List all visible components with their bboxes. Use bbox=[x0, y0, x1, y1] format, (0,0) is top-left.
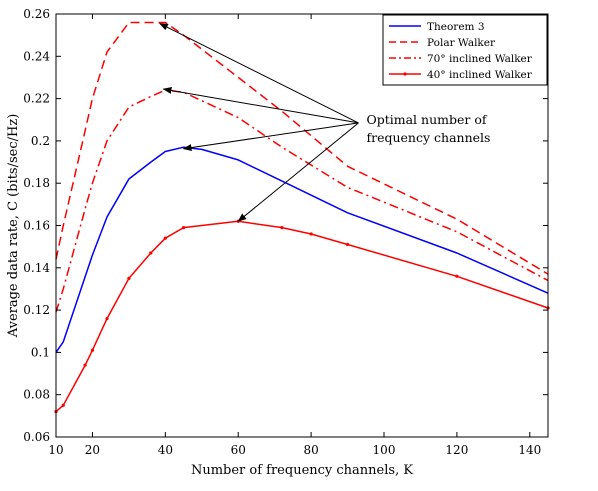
x-tick-label: 10 bbox=[48, 443, 63, 457]
series-line-3 bbox=[55, 220, 549, 413]
annotation-text: Optimal number of bbox=[366, 112, 487, 127]
x-tick-label: 60 bbox=[231, 443, 246, 457]
series-line-1 bbox=[55, 21, 549, 275]
series-point-3 bbox=[149, 251, 153, 255]
y-tick-label: 0.22 bbox=[23, 92, 50, 106]
x-tick-label: 40 bbox=[158, 443, 173, 457]
y-tick-label: 0.06 bbox=[23, 430, 50, 444]
y-tick-label: 0.1 bbox=[31, 345, 50, 359]
y-tick-label: 0.08 bbox=[23, 388, 50, 402]
y-tick-label: 0.26 bbox=[23, 7, 50, 21]
legend-entry-2: 70° inclined Walker bbox=[427, 53, 533, 65]
legend-entry-1: Polar Walker bbox=[427, 37, 496, 49]
y-tick-label: 0.12 bbox=[23, 303, 50, 317]
series-point-3 bbox=[455, 274, 459, 278]
series-point-3 bbox=[127, 276, 131, 280]
x-axis-label: Number of frequency channels, K bbox=[191, 463, 413, 478]
axes-layer: 10 20 40 60 80 100 120 140 0.06 0.08 0.1 0.12 0.14 0.… bbox=[6, 7, 548, 478]
y-tick-label: 0.14 bbox=[23, 261, 50, 275]
annotation-arrow bbox=[182, 122, 359, 152]
annotation-arrow bbox=[162, 87, 359, 124]
x-tick-label: 80 bbox=[303, 443, 318, 457]
series-point-3 bbox=[181, 226, 186, 230]
annotation-layer: Optimal number of frequency channels bbox=[158, 23, 490, 222]
series-point-3 bbox=[309, 232, 313, 236]
annotation-text: frequency channels bbox=[366, 130, 490, 145]
series-line-2 bbox=[55, 89, 549, 313]
y-tick-label: 0.24 bbox=[23, 49, 50, 63]
legend-marker-3 bbox=[403, 72, 407, 76]
x-tick-label: 100 bbox=[373, 443, 396, 457]
series-point-3 bbox=[83, 363, 87, 367]
annotation-arrow bbox=[237, 122, 359, 222]
legend-entry-0: Theorem 3 bbox=[427, 21, 485, 33]
series-layer bbox=[54, 21, 550, 414]
series-point-3 bbox=[280, 226, 284, 230]
x-tick-label: 140 bbox=[518, 443, 541, 457]
x-tick-label: 20 bbox=[85, 443, 100, 457]
legend: Theorem 3 Polar Walker 70° inclined Walker… bbox=[382, 14, 548, 86]
series-line-0 bbox=[55, 146, 549, 353]
series-point-3 bbox=[163, 236, 167, 240]
series-point-3 bbox=[61, 403, 65, 407]
annotation-arrow bbox=[158, 23, 359, 124]
y-tick-label: 0.2 bbox=[31, 134, 50, 148]
y-axis-label: Average data rate, C (bits/sec/Hz) bbox=[6, 114, 21, 339]
x-tick-label: 120 bbox=[445, 443, 468, 457]
series-point-3 bbox=[105, 316, 109, 321]
series-point-3 bbox=[345, 242, 350, 247]
series-point-3 bbox=[90, 348, 95, 352]
y-tick-label: 0.16 bbox=[23, 219, 50, 233]
legend-entry-3: 40° inclined Walker bbox=[427, 69, 533, 81]
y-tick-label: 0.18 bbox=[23, 176, 50, 190]
